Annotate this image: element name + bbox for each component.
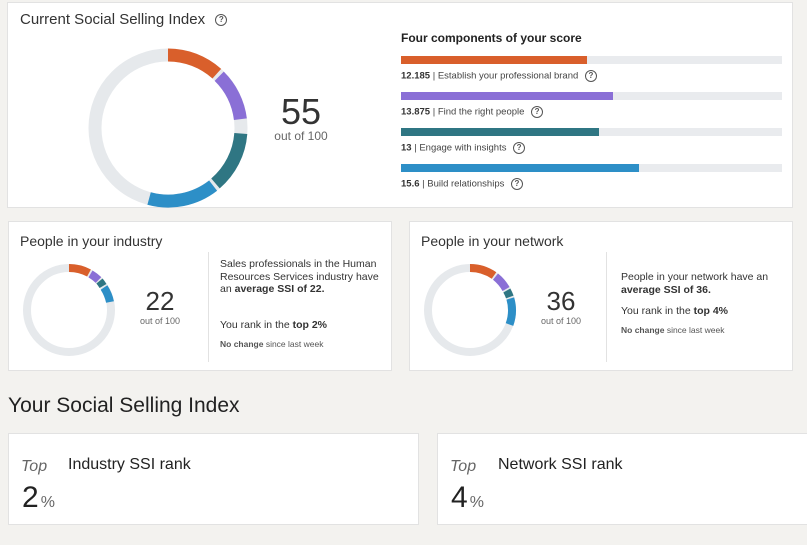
industry-rank-text: You rank in the top 2%	[220, 319, 328, 331]
ssi-out-of: out of 100	[274, 129, 328, 143]
help-icon[interactable]: ?	[531, 106, 544, 118]
network-title: People in your network	[421, 233, 564, 249]
help-icon[interactable]: ?	[584, 70, 597, 82]
component-bar-insights	[401, 128, 782, 136]
industry-change-text: No change since last week	[220, 339, 324, 349]
help-icon[interactable]: ?	[511, 178, 523, 190]
industry-title: People in your industry	[20, 233, 163, 249]
industry-donut-segment-people	[88, 270, 102, 283]
help-icon[interactable]: ?	[513, 142, 526, 154]
network-donut-segment-brand	[469, 263, 497, 279]
ssi-donut-segment-insights	[211, 132, 248, 189]
component-label-brand: 12.185 | Establish your professional bra…	[401, 70, 597, 82]
network-donut-segment-insights	[503, 288, 514, 299]
card-divider	[606, 252, 607, 362]
ssi-donut-segment-people	[214, 71, 247, 121]
component-label-people: 13.875 | Find the right people ?	[401, 106, 544, 118]
help-icon[interactable]: ?	[215, 14, 228, 27]
industry-donut	[23, 263, 115, 356]
component-bar-fill	[401, 92, 613, 100]
network-description: People in your network have an average S…	[621, 271, 769, 296]
network-donut	[424, 263, 516, 356]
industry-rank-card: Top Industry SSI rank 2%	[8, 433, 419, 525]
component-label-relationships: 15.6 | Build relationships ?	[401, 178, 523, 190]
industry-score: 22	[145, 286, 175, 316]
network-donut-segment-people	[492, 273, 510, 292]
rank-label: Network SSI rank	[498, 456, 623, 473]
rank-top-label: Top	[21, 458, 48, 475]
network-card: People in your network 36 out of 100 Peo…	[409, 221, 793, 371]
component-bar-brand	[401, 56, 782, 64]
industry-card: People in your industry 22 out of 100 Sa…	[8, 221, 392, 371]
network-rank-card: Top Network SSI rank 4%	[437, 433, 807, 525]
industry-description: Sales professionals in the Human Resourc…	[220, 258, 379, 295]
ssi-donut	[88, 48, 248, 208]
component-bar-people	[401, 92, 782, 100]
network-rank-text: You rank in the top 4%	[621, 305, 729, 317]
component-label-insights: 13 | Engage with insights ?	[401, 142, 526, 154]
rank-label: Industry SSI rank	[68, 456, 191, 473]
card-divider	[208, 252, 209, 362]
network-out-of: out of 100	[540, 316, 582, 326]
ssi-donut-segment-brand	[167, 48, 222, 79]
industry-donut-segment-relationships	[100, 285, 114, 303]
components-title: Four components of your score	[401, 31, 582, 45]
network-score: 36	[546, 286, 576, 316]
rank-value: 2%	[22, 481, 55, 514]
network-donut-segment-relationships	[505, 297, 516, 326]
industry-out-of: out of 100	[139, 316, 181, 326]
network-change-text: No change since last week	[621, 325, 725, 335]
component-bar-fill	[401, 164, 639, 172]
component-bar-fill	[401, 56, 587, 64]
ssi-donut-segment-relationships	[147, 180, 218, 208]
industry-donut-segment-insights	[96, 278, 107, 289]
rank-value: 4%	[451, 481, 484, 514]
ssi-title: Current Social Selling Index ?	[20, 11, 228, 28]
ssi-score: 55	[280, 91, 322, 132]
industry-donut-segment-brand	[68, 263, 91, 277]
rank-top-label: Top	[450, 458, 477, 475]
component-bar-fill	[401, 128, 599, 136]
ssi-card: Current Social Selling Index ? 55 out of…	[7, 2, 793, 208]
section-title: Your Social Selling Index	[8, 394, 240, 417]
component-bar-relationships	[401, 164, 782, 172]
